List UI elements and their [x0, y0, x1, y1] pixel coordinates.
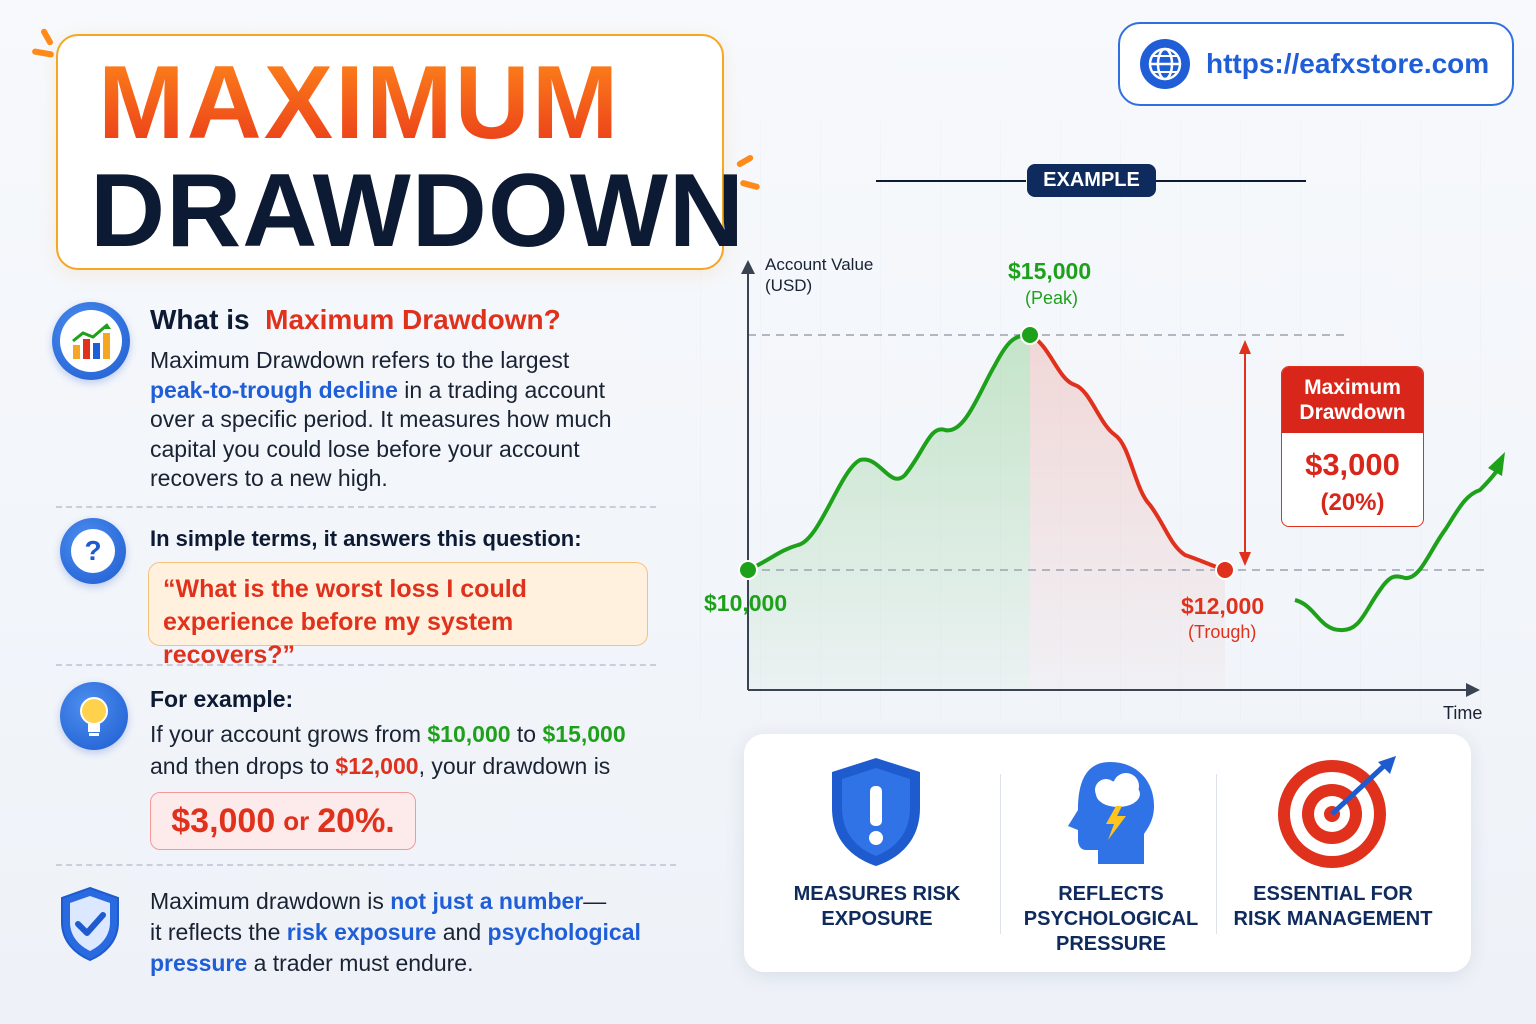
start-point — [738, 560, 758, 580]
rise-line — [747, 333, 1031, 572]
trough-point — [1215, 560, 1235, 580]
example-line-left — [876, 180, 1026, 182]
peak-sub-label: (Peak) — [1025, 288, 1079, 308]
start-value-label: $10,000 — [704, 590, 788, 616]
shield-exclamation-icon — [824, 754, 928, 875]
drawdown-arrow-bottom — [1239, 552, 1251, 566]
card-divider — [1216, 774, 1217, 934]
title-box: MAXIMUM DRAWDOWN — [56, 34, 744, 270]
benefit-label-management: ESSENTIAL FOR RISK MANAGEMENT — [1233, 883, 1433, 930]
peak-point — [1020, 325, 1040, 345]
trough-sub-label: (Trough) — [1188, 622, 1257, 642]
section-divider — [56, 664, 656, 666]
peak-value-label: $15,000 — [1008, 258, 1092, 284]
recovery-line — [1294, 470, 1498, 633]
section-divider — [56, 506, 656, 508]
benefit-label-risk: MEASURES RISK EXPOSURE — [793, 883, 961, 930]
what-is-text: Maximum Drawdown refers to the largest p… — [150, 347, 612, 491]
section-divider — [56, 864, 676, 866]
for-example-heading: For example: — [150, 686, 294, 712]
rise-area — [748, 335, 1030, 690]
drawdown-callout: Maximum Drawdown $3,000 (20%) — [1281, 366, 1424, 527]
question-quote: “What is the worst loss I could experien… — [148, 562, 648, 669]
shield-check-icon — [56, 884, 124, 967]
website-link[interactable]: https://eafxstore.com — [1118, 22, 1514, 106]
fall-line — [1028, 333, 1226, 572]
website-url: https://eafxstore.com — [1206, 48, 1490, 79]
drawdown-result: $3,000 or 20%. — [150, 792, 416, 850]
x-axis-arrow — [1466, 683, 1480, 697]
y-axis-label: Account Value (USD) — [765, 255, 874, 295]
card-divider — [1000, 774, 1001, 934]
globe-icon — [1140, 39, 1190, 89]
title-line-2: DRAWDOWN — [90, 153, 746, 269]
recovery-arrow — [1488, 452, 1505, 476]
trough-value-label: $12,000 — [1181, 593, 1265, 619]
footer-note: Maximum drawdown is not just a number— i… — [150, 888, 641, 976]
benefits-card: MEASURES RISK EXPOSURE REFLECTS PSYCHOLO… — [744, 734, 1471, 972]
example-tag: EXAMPLE — [1027, 164, 1156, 197]
title-line-1: MAXIMUM — [98, 45, 621, 161]
target-icon — [1274, 754, 1402, 875]
fall-area — [1030, 335, 1225, 690]
drawdown-percent: (20%) — [1320, 489, 1385, 516]
simple-terms-heading: In simple terms, it answers this questio… — [150, 526, 582, 551]
lightbulb-icon — [60, 682, 128, 750]
question-bubble-icon: ? — [60, 518, 126, 584]
title-spark — [39, 27, 55, 47]
title-spark — [31, 48, 55, 58]
benefit-label-psychological: REFLECTS PSYCHOLOGICAL PRESSURE — [1023, 883, 1199, 955]
what-is-heading: What is Maximum Drawdown? — [150, 304, 561, 335]
chart-growth-icon — [52, 302, 130, 380]
drawdown-chart — [738, 260, 1505, 697]
drawdown-value: $3,000 — [1305, 447, 1400, 482]
x-axis-label: Time — [1443, 703, 1483, 723]
example-line-right — [1156, 180, 1306, 182]
drawdown-arrow-top — [1239, 340, 1251, 354]
y-axis-arrow — [741, 260, 755, 274]
for-example-text: If your account grows from $10,000 to $1… — [150, 721, 626, 779]
head-storm-icon — [1060, 754, 1160, 875]
